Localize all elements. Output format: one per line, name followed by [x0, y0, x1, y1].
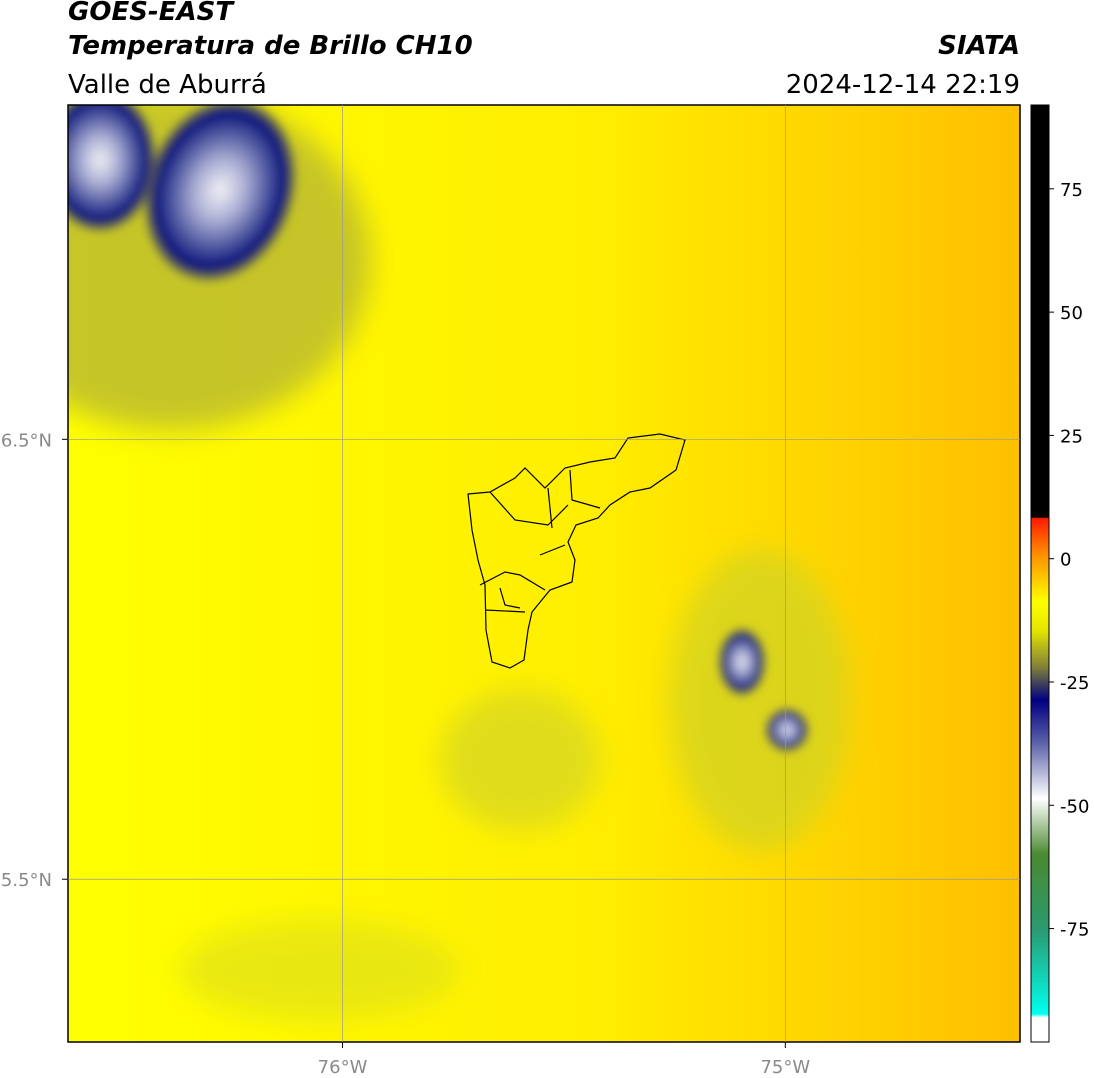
x-tick-label: 75°W — [760, 1057, 810, 1078]
colorbar-tick-label: 75 — [1060, 180, 1083, 201]
colorbar-tick-label: 25 — [1060, 426, 1083, 447]
map-frame — [67, 104, 1021, 1043]
colorbar-tick-label: 50 — [1060, 303, 1083, 324]
map-image — [68, 105, 1020, 1042]
timestamp: 2024-12-14 22:19 — [786, 70, 1020, 100]
colorbar-tick-label: 0 — [1060, 550, 1071, 571]
title: GOES-EAST — [68, 0, 235, 27]
y-tick-label: 5.5°N — [1, 870, 52, 891]
colorbar-tick-label: -25 — [1060, 673, 1089, 694]
region: Valle de Aburrá — [68, 70, 267, 100]
subtitle: Temperatura de Brillo CH10 — [68, 31, 473, 61]
source: SIATA — [938, 31, 1020, 61]
colorbar — [1030, 104, 1050, 1043]
x-tick-label: 76°W — [318, 1057, 368, 1078]
y-tick-label: 6.5°N — [1, 430, 52, 451]
colorbar-tick-label: -50 — [1060, 796, 1089, 817]
colorbar-tick-label: -75 — [1060, 920, 1089, 941]
